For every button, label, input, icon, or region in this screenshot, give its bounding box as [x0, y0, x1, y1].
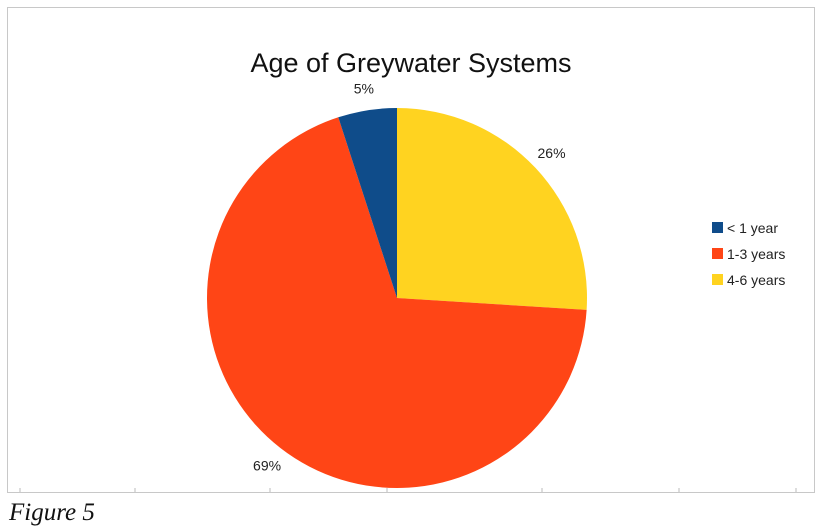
- chart-title: Age of Greywater Systems: [250, 48, 571, 78]
- data-label: 5%: [354, 81, 374, 97]
- frame-ticks: [19, 488, 797, 492]
- legend-swatch: [712, 274, 723, 285]
- legend-swatch: [712, 248, 723, 259]
- legend-label: 1-3 years: [727, 246, 785, 262]
- pie-slice-1-year: [338, 108, 397, 298]
- legend-label: 4-6 years: [727, 272, 785, 288]
- pie-slices: [207, 108, 587, 488]
- figure-caption: Figure 5: [9, 499, 95, 526]
- pie-chart: Age of Greywater Systems 26% 69% 5% < 1 ye…: [19, 48, 797, 492]
- legend: < 1 year 1-3 years 4-6 years: [712, 220, 785, 288]
- data-labels: 26% 69% 5%: [253, 81, 566, 474]
- pie-slice-4-6-years: [397, 108, 587, 310]
- pie-slice-1-3-years: [207, 117, 587, 488]
- data-label: 26%: [538, 145, 566, 161]
- legend-label: < 1 year: [727, 220, 778, 236]
- data-label: 69%: [253, 458, 281, 474]
- legend-swatch: [712, 222, 723, 233]
